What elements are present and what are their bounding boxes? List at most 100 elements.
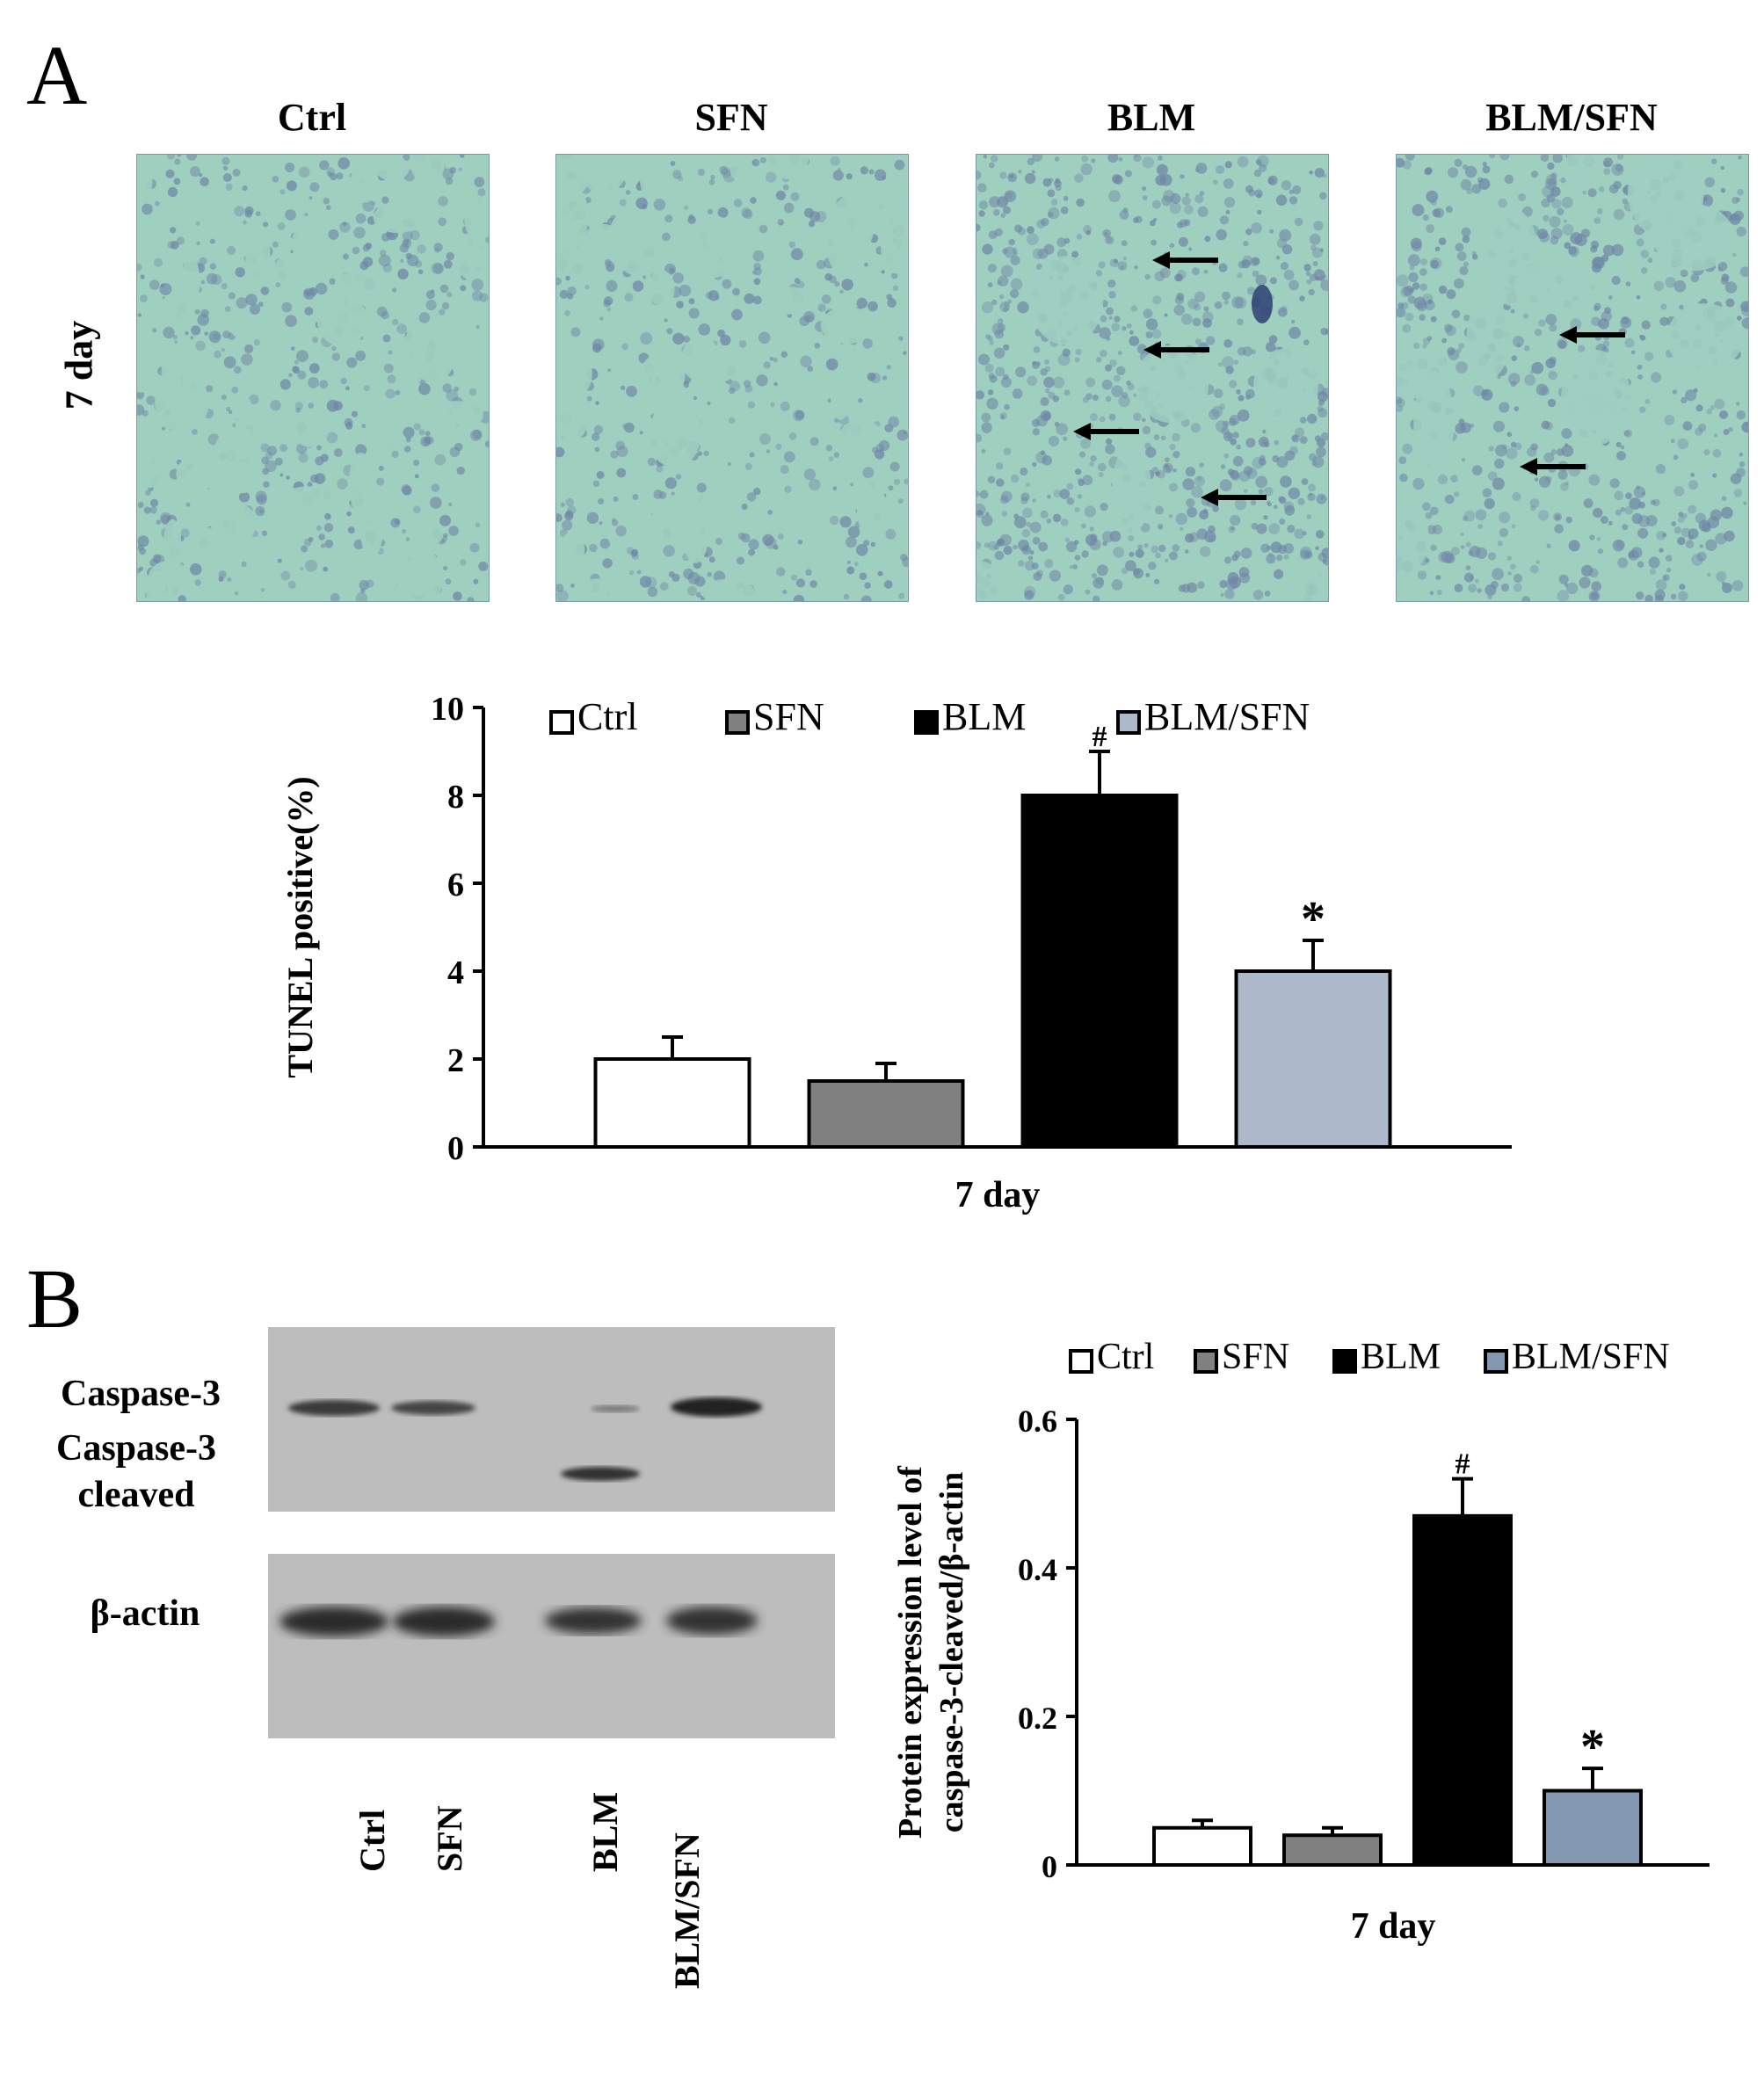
tissue-cell	[1728, 426, 1733, 432]
tissue-cell	[788, 432, 797, 440]
tissue-cell	[773, 544, 779, 550]
tissue-cell	[146, 395, 156, 405]
tissue-cell	[565, 275, 570, 281]
tissue-cell	[612, 518, 616, 522]
tissue-cell	[263, 481, 270, 488]
tissue-cell	[602, 558, 613, 569]
alveolar-space	[137, 165, 153, 199]
tissue-cell	[333, 448, 343, 457]
tissue-cell	[1565, 516, 1572, 524]
alveolar-space	[762, 287, 817, 315]
tissue-cell	[1165, 464, 1169, 468]
tissue-cell	[1089, 413, 1098, 422]
tissue-cell	[329, 278, 336, 285]
tissue-cell	[301, 545, 309, 553]
tissue-cell	[1323, 557, 1328, 566]
tissue-cell	[1637, 364, 1643, 370]
tissue-cell	[228, 410, 233, 415]
tissue-cell	[1482, 161, 1487, 167]
tissue-cell	[620, 385, 626, 390]
tissue-cell	[1564, 242, 1572, 250]
tissue-cell	[1704, 177, 1715, 188]
tissue-cell	[981, 422, 992, 433]
tissue-cell	[775, 190, 786, 200]
tissue-cell	[783, 202, 795, 214]
tissue-cell	[347, 526, 355, 534]
tissue-cell	[1122, 207, 1129, 214]
tissue-cell	[1269, 277, 1277, 285]
tissue-cell	[860, 595, 872, 601]
tissue-cell	[694, 576, 706, 587]
tissue-cell	[312, 337, 319, 344]
tissue-cell	[1240, 548, 1252, 559]
tissue-cell	[1093, 577, 1105, 589]
tissue-cell	[763, 361, 771, 369]
tissue-cell	[984, 363, 994, 373]
legend-label: BLM	[942, 695, 1026, 738]
tissue-cell	[743, 380, 751, 388]
tissue-cell	[1122, 257, 1127, 261]
tissue-cell	[1291, 435, 1298, 441]
tissue-cell	[1665, 277, 1676, 288]
tissue-cell	[140, 274, 145, 279]
tissue-cell	[1197, 206, 1209, 217]
tissue-cell	[1112, 174, 1122, 184]
tissue-cell	[1450, 475, 1458, 482]
tissue-cell	[290, 346, 295, 351]
tissue-cell	[1422, 214, 1429, 221]
tissue-cell	[1462, 515, 1469, 522]
tissue-cell	[759, 156, 766, 163]
tissue-cell	[1155, 174, 1166, 186]
tissue-cell	[846, 536, 857, 548]
alveolar-space	[455, 232, 487, 280]
column-label-sfn: SFN	[694, 96, 768, 139]
tissue-cell	[827, 398, 832, 403]
tissue-cell	[824, 272, 832, 281]
tissue-cell	[485, 236, 489, 243]
alveolar-space	[316, 294, 368, 347]
tissue-cell	[277, 558, 282, 563]
tissue-cell	[979, 490, 989, 499]
tissue-cell	[1041, 217, 1049, 227]
tissue-cell	[1145, 572, 1151, 577]
tissue-cell	[1223, 178, 1234, 189]
tissue-cell	[478, 561, 489, 571]
tissue-cell	[888, 485, 894, 491]
tissue-cell	[1082, 475, 1093, 486]
tissue-cell	[1299, 436, 1308, 444]
tissue-cell	[298, 453, 309, 463]
blot-label-caspase-3-cleaved-line1: Caspase-3	[55, 1428, 216, 1469]
tissue-cell	[156, 519, 162, 525]
tissue-cell	[993, 544, 999, 550]
tissue-cell	[1185, 467, 1195, 477]
tissue-cell	[1419, 283, 1427, 291]
alveolar-space	[839, 420, 882, 447]
tissue-cell	[1463, 572, 1474, 583]
alveolar-space	[359, 502, 383, 558]
tissue-cell	[143, 506, 151, 514]
tissue-cell	[1012, 388, 1023, 399]
alveolar-space	[831, 376, 851, 420]
tissue-cell	[1307, 492, 1316, 502]
tissue-cell	[999, 171, 1007, 179]
tissue-cell	[976, 183, 987, 192]
tissue-cell	[1024, 590, 1034, 600]
tissue-cell	[1306, 279, 1312, 285]
tissue-cell	[1200, 546, 1211, 557]
tissue-cell	[471, 279, 484, 291]
tissue-cell	[307, 482, 313, 488]
tissue-cell	[1197, 581, 1205, 589]
tissue-cell	[1644, 398, 1651, 404]
tissue-cell	[1232, 455, 1244, 467]
tissue-cell	[327, 171, 333, 178]
tissue-cell	[309, 182, 320, 192]
bar-sfn	[1282, 1833, 1383, 1868]
tissue-cell	[1591, 581, 1601, 591]
tissue-cell	[1010, 289, 1020, 299]
tissue-cell	[1024, 560, 1035, 571]
tissue-cell	[783, 451, 795, 463]
tissue-cell	[195, 340, 206, 352]
tissue-cell	[434, 453, 446, 466]
tissue-cell	[1425, 558, 1430, 563]
tissue-cell	[1460, 178, 1472, 191]
